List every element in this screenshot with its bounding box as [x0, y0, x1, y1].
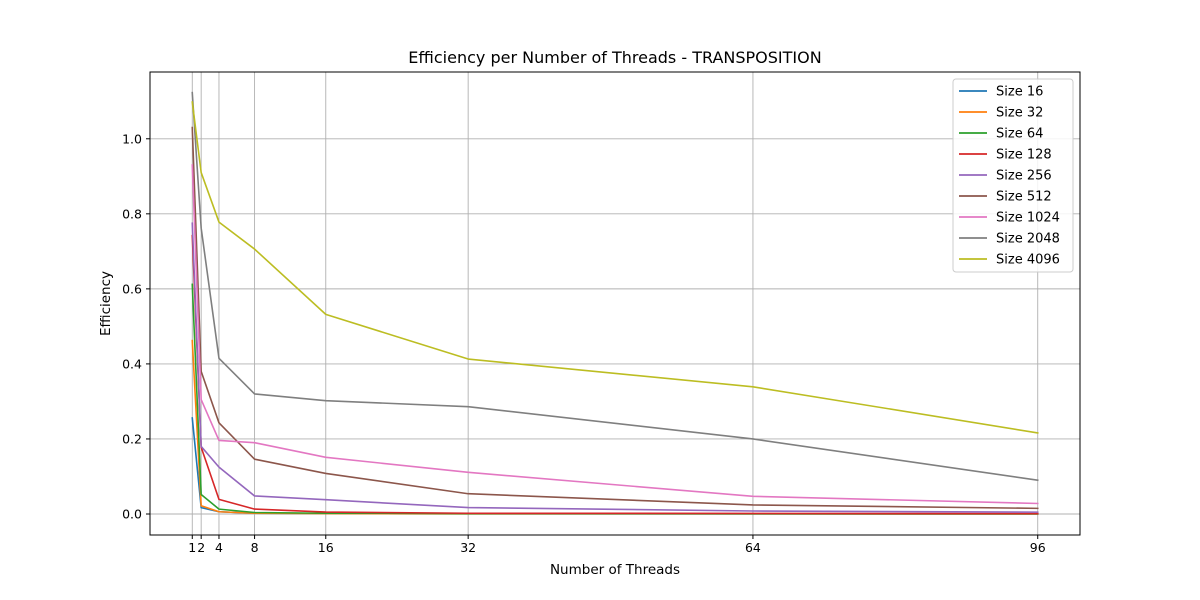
x-tick-label: 4	[215, 540, 223, 555]
legend-label: Size 512	[996, 190, 1052, 205]
legend-label: Size 64	[996, 127, 1043, 142]
legend-label: Size 16	[996, 85, 1043, 100]
series-line	[191, 164, 1039, 505]
chart-title: Efficiency per Number of Threads - TRANS…	[408, 48, 821, 67]
x-tick-label: 1	[188, 540, 196, 555]
x-tick-label: 2	[197, 540, 205, 555]
legend-label: Size 4096	[996, 253, 1060, 268]
series-line	[191, 101, 1039, 434]
plot-frame	[149, 71, 1081, 536]
y-tick-label: 0.4	[122, 356, 142, 371]
series-line	[191, 222, 1039, 513]
x-axis-label: Number of Threads	[550, 562, 680, 578]
legend-label: Size 256	[996, 169, 1052, 184]
legend-label: Size 1024	[996, 211, 1060, 226]
series-layer	[191, 91, 1039, 515]
x-tick-label: 32	[460, 540, 476, 555]
x-tick-label: 8	[251, 540, 259, 555]
legend-box	[952, 78, 1074, 273]
y-tick-label: 1.0	[122, 131, 142, 146]
x-tick-label: 16	[318, 540, 334, 555]
y-tick-label: 0.8	[122, 206, 142, 221]
y-tick-label: 0.2	[122, 431, 142, 446]
x-tick-label: 64	[745, 540, 761, 555]
y-tick-label: 0.6	[122, 281, 142, 296]
series-line	[191, 126, 1039, 510]
x-tick-label: 96	[1030, 540, 1046, 555]
legend-label: Size 2048	[996, 232, 1060, 247]
legend-label: Size 32	[996, 106, 1043, 121]
tick-layer: 1 2 4 8 16 32 64 96 0.0 0.2 0.4 0.6 0.8 1.0	[122, 131, 1046, 555]
legend: Size 16 Size 32 Size 64 Size 128 Size 256 Siz…	[952, 78, 1074, 273]
y-tick-label: 0.0	[122, 506, 142, 521]
series-line	[191, 91, 1039, 482]
series-line	[191, 234, 1039, 515]
legend-label: Size 128	[996, 148, 1052, 163]
y-axis-label: Efficiency	[98, 271, 114, 336]
